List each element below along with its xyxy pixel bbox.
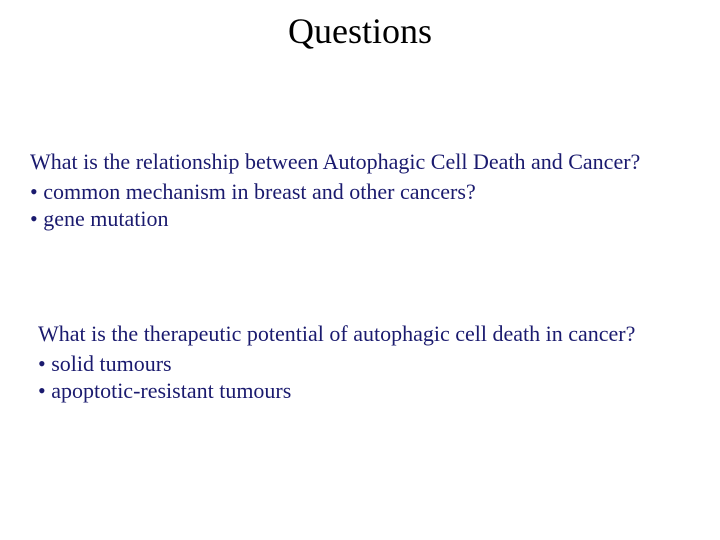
bullet-item: • solid tumours <box>38 350 690 378</box>
bullet-item: • common mechanism in breast and other c… <box>30 178 690 206</box>
question-block-1: What is the relationship between Autopha… <box>30 148 690 233</box>
question-block-2: What is the therapeutic potential of aut… <box>38 320 690 405</box>
question-text-1: What is the relationship between Autopha… <box>30 148 690 176</box>
question-text-2: What is the therapeutic potential of aut… <box>38 320 690 348</box>
slide-title: Questions <box>0 10 720 52</box>
bullet-item: • apoptotic-resistant tumours <box>38 377 690 405</box>
slide: Questions What is the relationship betwe… <box>0 0 720 540</box>
bullet-item: • gene mutation <box>30 205 690 233</box>
